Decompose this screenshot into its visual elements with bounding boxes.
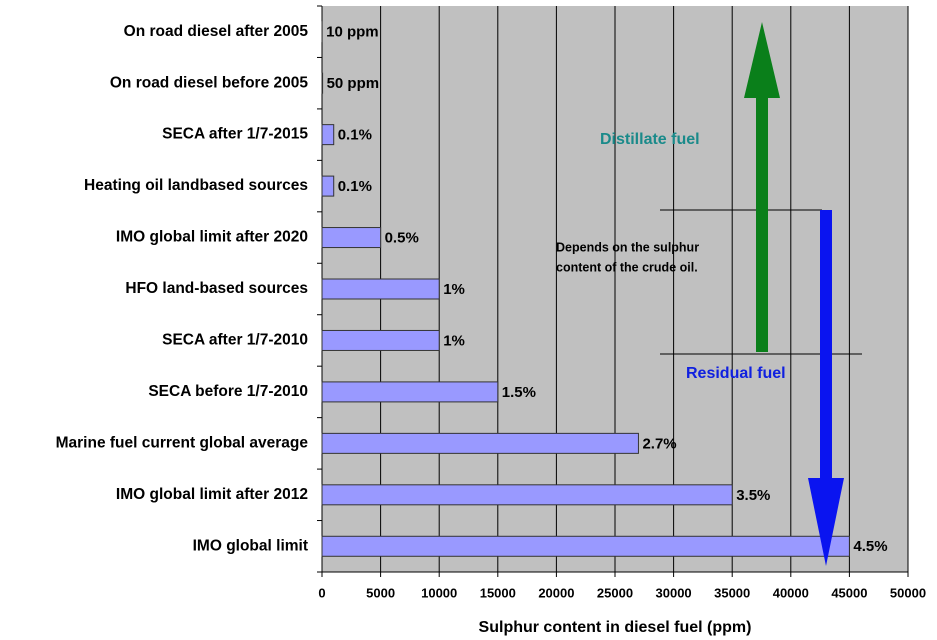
bar xyxy=(321,175,335,197)
x-tick-label: 30000 xyxy=(656,585,692,600)
value-label: 1.5% xyxy=(502,384,536,401)
x-tick-label: 10000 xyxy=(421,585,457,600)
x-tick-label: 35000 xyxy=(714,585,750,600)
value-label: 1% xyxy=(443,281,465,298)
y-tick-label: IMO global limit after 2020 xyxy=(116,229,308,246)
y-tick-label: Heating oil landbased sources xyxy=(84,177,308,194)
x-tick-label: 0 xyxy=(318,585,325,600)
y-tick-label: IMO global limit xyxy=(193,537,308,554)
x-tick-label: 20000 xyxy=(538,585,574,600)
x-tick-label: 15000 xyxy=(480,585,516,600)
bar xyxy=(321,381,499,403)
value-label: 10 ppm xyxy=(326,24,379,41)
bar xyxy=(321,72,324,94)
value-label: 0.1% xyxy=(338,178,372,195)
bar xyxy=(321,432,639,454)
annotation: content of the crude oil. xyxy=(556,260,698,274)
residual-arrow xyxy=(808,210,844,566)
value-label: 4.5% xyxy=(853,538,887,555)
bar xyxy=(321,124,335,146)
value-label: 0.1% xyxy=(338,127,372,144)
value-label: 50 ppm xyxy=(327,75,380,92)
bar xyxy=(321,484,733,506)
x-axis-title: Sulphur content in diesel fuel (ppm) xyxy=(479,619,752,636)
y-tick-label: SECA after 1/7-2015 xyxy=(162,126,308,143)
annotation: Residual fuel xyxy=(686,365,786,382)
bars xyxy=(321,21,850,557)
value-label: 3.5% xyxy=(736,487,770,504)
x-tick-label: 50000 xyxy=(890,585,926,600)
y-tick-label: SECA before 1/7-2010 xyxy=(148,383,308,400)
annotation: Depends on the sulphur xyxy=(556,240,699,254)
value-label: 2.7% xyxy=(642,435,676,452)
value-label: 1% xyxy=(443,332,465,349)
bar xyxy=(321,329,440,351)
y-tick-label: IMO global limit after 2012 xyxy=(116,486,308,503)
x-tick-label: 25000 xyxy=(597,585,633,600)
bar xyxy=(321,535,850,557)
y-tick-label: HFO land-based sources xyxy=(125,280,308,297)
y-tick-label: On road diesel before 2005 xyxy=(110,74,309,91)
y-tick-label: SECA after 1/7-2010 xyxy=(162,332,308,349)
x-tick-label: 40000 xyxy=(773,585,809,600)
x-tick-label: 45000 xyxy=(831,585,867,600)
annotation: Distillate fuel xyxy=(600,131,700,148)
y-tick-label: On road diesel after 2005 xyxy=(124,23,309,40)
y-tick-label: Marine fuel current global average xyxy=(56,434,309,451)
distillate-arrow xyxy=(744,22,780,352)
value-label: 0.5% xyxy=(385,230,419,247)
bar xyxy=(321,278,440,300)
bar xyxy=(321,227,382,249)
x-tick-label: 5000 xyxy=(366,585,395,600)
